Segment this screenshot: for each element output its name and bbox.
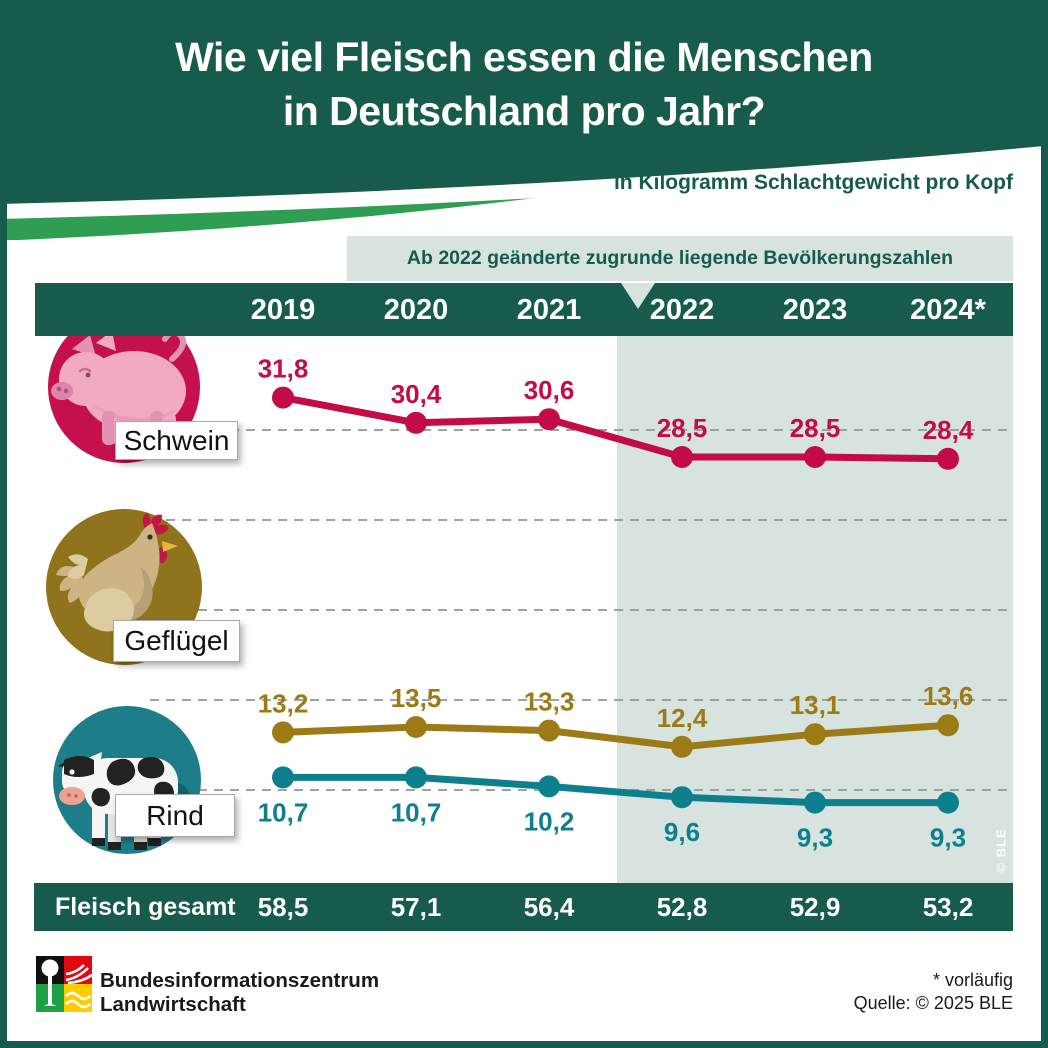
data-point-Schwein-2024* xyxy=(937,447,959,470)
source-line: Quelle: © 2025 BLE xyxy=(853,993,1013,1013)
data-label-Rind-2020: 10,7 xyxy=(391,797,442,827)
data-label-Geflügel-2019: 13,2 xyxy=(258,688,309,718)
data-label-Schwein-2022: 28,5 xyxy=(657,413,708,443)
data-point-Rind-2024* xyxy=(937,791,959,814)
row-label-schwein: Schwein xyxy=(115,421,238,460)
data-point-Rind-2021 xyxy=(538,775,560,798)
data-label-Rind-2019: 10,7 xyxy=(258,797,309,827)
note-banner: Ab 2022 geänderte zugrunde liegende Bevö… xyxy=(347,236,1013,281)
org-name-line-1: Bundesinformationszentrum xyxy=(100,969,380,992)
data-point-Rind-2019 xyxy=(272,766,294,789)
data-point-Geflügel-2020 xyxy=(405,716,427,738)
data-label-Geflügel-2021: 13,3 xyxy=(524,687,575,717)
year-header-bar: 2019 2020 2021 2022 2023 2024* xyxy=(35,283,1013,336)
total-row-label: Fleisch gesamt xyxy=(55,893,236,921)
year-2020: 2020 xyxy=(383,294,449,326)
data-point-Schwein-2022 xyxy=(671,446,693,468)
year-2023: 2023 xyxy=(782,294,848,326)
data-point-Rind-2020 xyxy=(405,766,427,789)
row-label-rind: Rind xyxy=(115,794,235,837)
total-2020: 57,1 xyxy=(390,892,442,922)
series-line-Schwein xyxy=(279,394,952,463)
total-2024: 53,2 xyxy=(922,892,974,922)
cow-illustration xyxy=(48,704,206,867)
total-2022: 52,8 xyxy=(656,892,708,922)
series-line-Geflügel xyxy=(279,721,952,751)
year-2019: 2019 xyxy=(250,294,316,326)
total-2021: 56,4 xyxy=(523,892,575,922)
preliminary-note: * vorläufig xyxy=(932,970,1013,990)
data-label-Schwein-2019: 31,8 xyxy=(258,354,309,384)
title-line-1: Wie viel Fleisch essen die Menschen xyxy=(175,34,873,80)
data-label-Rind-2024*: 9,3 xyxy=(930,823,966,853)
data-point-Geflügel-2019 xyxy=(272,721,294,744)
total-2023: 52,9 xyxy=(789,892,841,922)
data-label-Schwein-2021: 30,6 xyxy=(524,375,575,405)
org-name-line-2: Landwirtschaft xyxy=(100,993,246,1016)
data-label-Geflügel-2023: 13,1 xyxy=(790,690,841,720)
title-line-2: in Deutschland pro Jahr? xyxy=(282,88,766,134)
data-point-Schwein-2019 xyxy=(272,386,294,409)
data-label-Schwein-2023: 28,5 xyxy=(790,413,841,443)
year-2021: 2021 xyxy=(516,294,582,326)
data-label-Schwein-2024*: 28,4 xyxy=(923,415,974,445)
total-row: Fleisch gesamt 58,5 57,1 56,4 52,8 52,9 … xyxy=(34,883,1013,931)
total-2019: 58,5 xyxy=(257,892,309,922)
data-label-Geflügel-2024*: 13,6 xyxy=(923,681,974,711)
data-label-Rind-2021: 10,2 xyxy=(524,806,575,836)
data-label-Schwein-2020: 30,4 xyxy=(391,379,442,409)
source-note: * vorläufig Quelle: © 2025 BLE xyxy=(854,969,1013,1015)
data-point-Geflügel-2024* xyxy=(937,714,959,737)
data-point-Rind-2022 xyxy=(671,786,693,809)
data-point-Geflügel-2022 xyxy=(671,735,693,758)
year-2024: 2024* xyxy=(910,294,986,326)
ble-watermark: © BLE xyxy=(993,828,1009,873)
data-point-Geflügel-2023 xyxy=(804,723,826,746)
data-label-Rind-2022: 9,6 xyxy=(664,817,700,847)
row-label-gefluegel: Geflügel xyxy=(113,620,240,662)
header: Wie viel Fleisch essen die Menschen in D… xyxy=(0,0,1048,240)
data-point-Schwein-2021 xyxy=(538,408,560,431)
bzl-logo xyxy=(36,956,93,1017)
page-title: Wie viel Fleisch essen die Menschen in D… xyxy=(0,30,1048,138)
series-line-Rind xyxy=(279,773,952,807)
year-2022: 2022 xyxy=(649,294,715,326)
data-point-Rind-2023 xyxy=(804,791,826,814)
org-name: Bundesinformationszentrum Landwirtschaft xyxy=(100,969,379,1017)
subtitle: in Kilogramm Schlachtgewicht pro Kopf xyxy=(613,171,1013,194)
data-label-Geflügel-2020: 13,5 xyxy=(391,683,442,713)
data-label-Geflügel-2022: 12,4 xyxy=(657,703,708,733)
note-banner-notch xyxy=(621,283,655,309)
data-point-Geflügel-2021 xyxy=(538,719,560,742)
data-point-Schwein-2023 xyxy=(804,446,826,468)
data-label-Rind-2023: 9,3 xyxy=(797,823,833,853)
data-point-Schwein-2020 xyxy=(405,411,427,434)
